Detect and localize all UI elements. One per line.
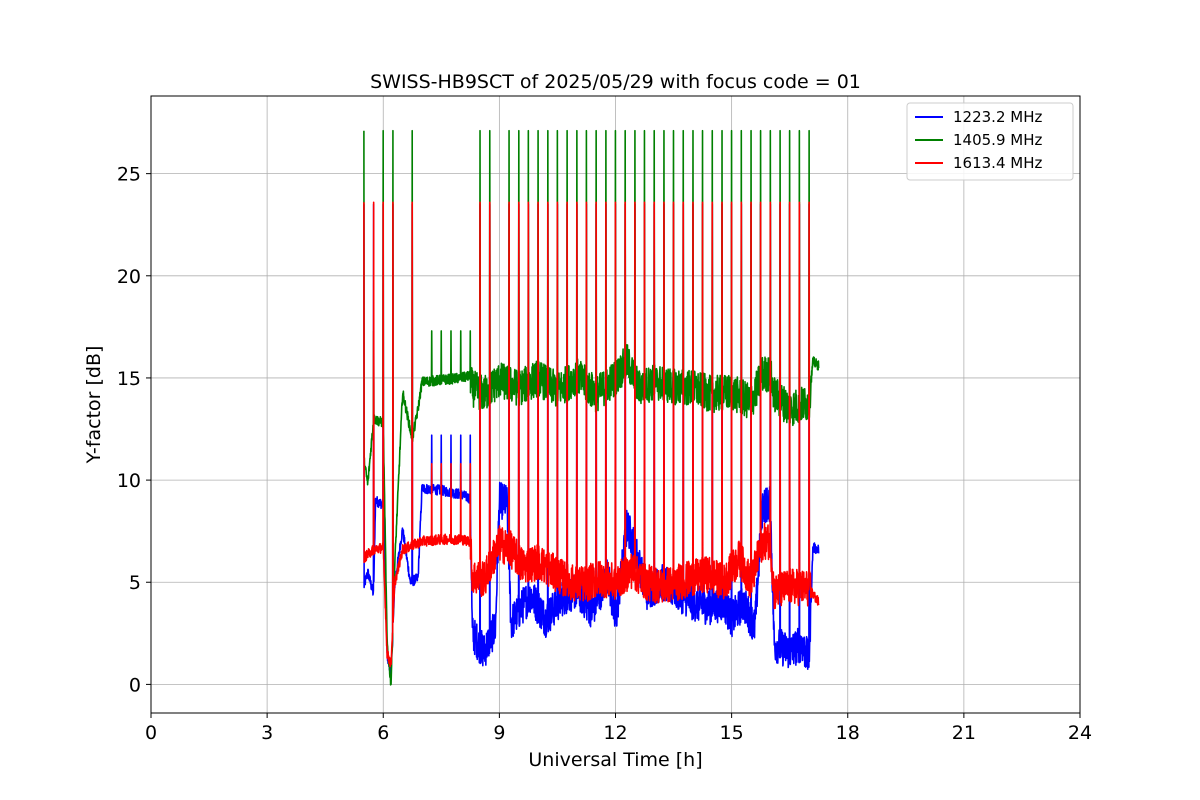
x-tick-label: 18 [836, 722, 860, 744]
legend-entry: 1223.2 MHz [953, 108, 1042, 126]
legend: 1223.2 MHz 1405.9 MHz 1613.4 MHz [906, 102, 1074, 181]
x-tick-label: 6 [377, 722, 389, 744]
legend-box [906, 102, 1074, 181]
x-tick-label: 9 [493, 722, 505, 744]
series-line-16134 [363, 201, 820, 668]
series-line-14059 [363, 129, 820, 686]
x-tick-label: 21 [952, 722, 976, 744]
legend-entry: 1405.9 MHz [953, 131, 1042, 149]
x-tick-label: 12 [603, 722, 627, 744]
y-tick-label: 0 [129, 674, 141, 696]
x-axis-label: Universal Time [h] [528, 749, 702, 771]
y-tick-label: 25 [117, 164, 141, 186]
y-tick-label: 15 [117, 368, 141, 390]
x-tick-label: 15 [720, 722, 744, 744]
x-tick-label: 3 [261, 722, 273, 744]
y-tick-label: 10 [117, 470, 141, 492]
chart-title: SWISS-HB9SCT of 2025/05/29 with focus co… [370, 71, 861, 93]
y-axis-label: Y-factor [dB] [83, 346, 105, 465]
x-tick-label: 0 [145, 722, 157, 744]
x-tick-label: 24 [1068, 722, 1092, 744]
plot-area [363, 129, 820, 686]
y-tick-label: 5 [129, 572, 141, 594]
legend-entry: 1613.4 MHz [953, 154, 1042, 172]
ticks: 0 3 6 9 12 15 18 21 24 0 5 10 15 20 25 [117, 164, 1092, 744]
y-tick-label: 20 [117, 266, 141, 288]
